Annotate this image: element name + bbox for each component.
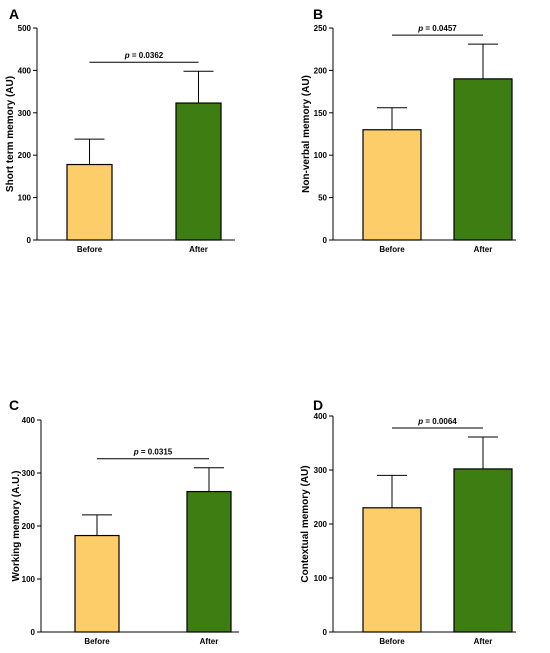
y-tick-label: 100 — [314, 574, 328, 583]
y-tick-label: 100 — [314, 151, 328, 160]
p-value-annotation: p = 0.0315 — [133, 448, 173, 457]
panel-label: B — [313, 6, 323, 22]
x-tick-label-before: Before — [77, 245, 103, 254]
y-tick-label: 100 — [22, 575, 36, 584]
x-tick-label-after: After — [200, 637, 219, 646]
p-symbol: p — [417, 24, 423, 33]
y-tick-label: 150 — [314, 109, 328, 118]
y-tick-label: 400 — [22, 416, 36, 425]
x-tick-label-after: After — [189, 245, 208, 254]
bar-after — [186, 490, 232, 633]
y-tick-label: 200 — [18, 151, 32, 160]
x-tick-label-before: Before — [379, 637, 405, 646]
chart-panel-b: B 0 50 100 150 200 250 Non-verbal memory (AU) Be… — [301, 6, 516, 254]
chart-panel-d: D 0 100 200 300 400 Contextual memory (AU) Befo… — [300, 397, 516, 646]
p-symbol: p — [417, 417, 423, 426]
panel-label: A — [9, 6, 19, 22]
p-symbol: p — [133, 448, 139, 457]
y-axis-label: Working memory (A.U.) — [11, 471, 22, 582]
bar-after — [453, 78, 513, 241]
bar-after — [175, 102, 222, 241]
y-tick-label: 300 — [314, 466, 328, 475]
p-value-annotation: p = 0.0457 — [417, 24, 457, 33]
bar-before — [362, 507, 422, 633]
y-tick-label: 200 — [22, 522, 36, 531]
panel-label: D — [313, 397, 323, 413]
x-tick-label-after: After — [474, 637, 493, 646]
y-tick-label: 300 — [22, 469, 36, 478]
y-tick-label: 0 — [323, 236, 328, 245]
y-tick-label: 400 — [18, 66, 32, 75]
y-tick-label: 50 — [318, 194, 327, 203]
p-value-text: = 0.0362 — [130, 51, 164, 60]
p-value-annotation: p = 0.0362 — [124, 51, 164, 60]
y-tick-label: 300 — [18, 109, 32, 118]
y-tick-label: 0 — [27, 236, 32, 245]
x-tick-label-before: Before — [379, 245, 405, 254]
p-symbol: p — [124, 51, 130, 60]
bar-after — [453, 468, 513, 633]
bar-before — [66, 163, 113, 241]
p-value-annotation: p = 0.0064 — [417, 417, 457, 426]
y-axis-label: Non-verbal memory (AU) — [301, 75, 312, 193]
bar-before — [362, 129, 422, 241]
y-tick-label: 0 — [31, 628, 36, 637]
p-value-text: = 0.0315 — [139, 448, 173, 457]
x-tick-label-before: Before — [84, 637, 110, 646]
p-value-text: = 0.0064 — [423, 417, 457, 426]
panel-label: C — [9, 397, 19, 413]
y-tick-label: 400 — [314, 412, 328, 421]
y-tick-label: 0 — [323, 628, 328, 637]
y-tick-label: 200 — [314, 66, 328, 75]
bar-before — [74, 534, 120, 633]
p-value-text: = 0.0457 — [423, 24, 457, 33]
x-tick-label-after: After — [474, 245, 493, 254]
y-axis-label: Short term memory (AU) — [5, 76, 16, 192]
y-axis-label: Contextual memory (AU) — [300, 465, 311, 582]
chart-panel-a: A 0 100 200 300 400 500 Short term memory (AU) B… — [5, 6, 235, 254]
y-tick-label: 200 — [314, 520, 328, 529]
y-tick-label: 100 — [18, 194, 32, 203]
y-tick-label: 250 — [314, 24, 328, 33]
y-tick-label: 500 — [18, 24, 32, 33]
chart-panel-c: C 0 100 200 300 400 Working memory (A.U.) Befor… — [9, 397, 239, 646]
